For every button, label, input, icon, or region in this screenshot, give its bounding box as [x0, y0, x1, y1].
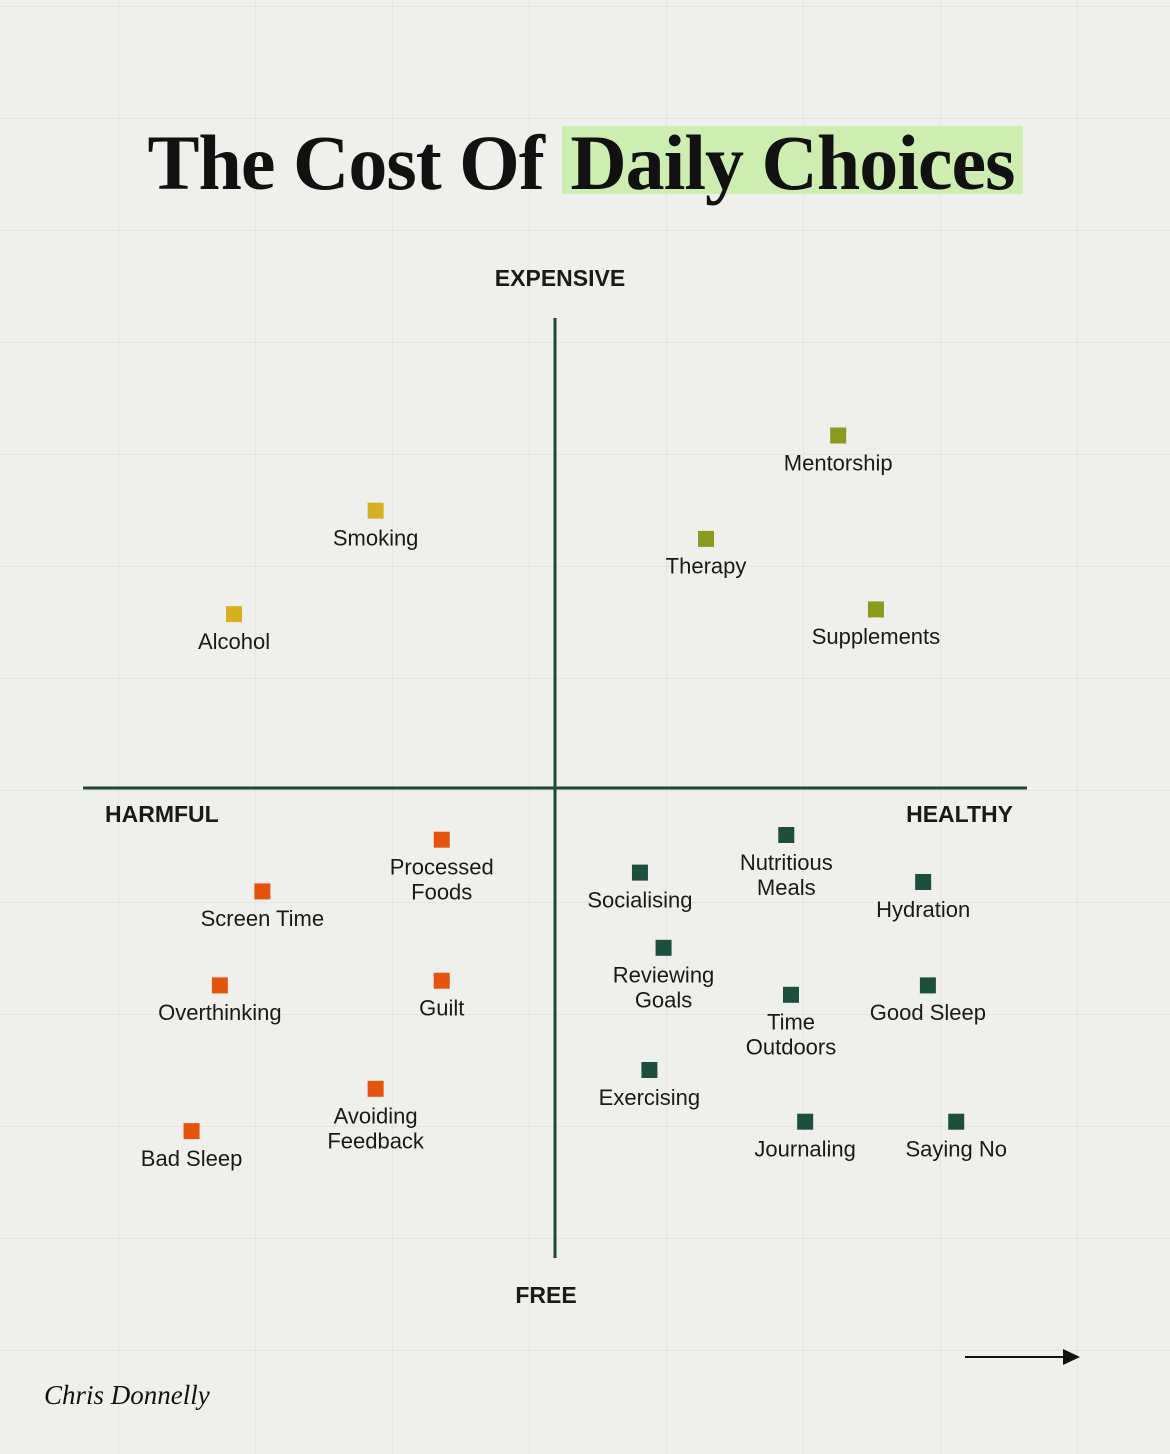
point-label: Goals: [635, 988, 692, 1013]
point-label: Bad Sleep: [141, 1146, 243, 1171]
y-label-top: EXPENSIVE: [495, 265, 625, 291]
point: [183, 1123, 200, 1140]
title-part: The Cost Of: [147, 119, 545, 206]
point: [641, 1062, 658, 1078]
point-label: Feedback: [327, 1129, 425, 1154]
point-label: Foods: [411, 880, 472, 905]
point: [433, 831, 450, 848]
x-label-left: HARMFUL: [105, 801, 219, 827]
point-label: Guilt: [419, 996, 464, 1021]
point: [867, 601, 884, 618]
point: [254, 883, 271, 900]
point-label: Mentorship: [784, 450, 893, 475]
point: [915, 874, 932, 890]
point-label: Hydration: [876, 897, 970, 922]
point: [367, 502, 384, 519]
point: [367, 1080, 384, 1097]
point-label: Avoiding: [334, 1104, 418, 1129]
point: [698, 530, 715, 547]
arrow-head: [1063, 1349, 1080, 1365]
point-label: Reviewing: [613, 963, 715, 988]
point-label: Supplements: [812, 624, 940, 649]
point-label: Processed: [390, 855, 494, 880]
author: Chris Donnelly: [44, 1380, 210, 1410]
y-label-bottom: FREE: [515, 1282, 576, 1308]
point-label: Outdoors: [746, 1035, 837, 1060]
point: [830, 427, 847, 444]
point: [783, 986, 799, 1003]
point-label: Screen Time: [201, 906, 325, 931]
point-label: Nutritious: [740, 850, 833, 875]
point: [631, 864, 648, 881]
point: [797, 1113, 814, 1130]
point-label: Meals: [757, 875, 816, 900]
point-label: Therapy: [666, 554, 747, 579]
point-label: Good Sleep: [870, 1000, 986, 1025]
point-label: Socialising: [587, 887, 692, 912]
point-label: Journaling: [754, 1137, 856, 1162]
title-highlight: Daily Choices: [562, 119, 1023, 206]
point: [226, 606, 243, 623]
point: [948, 1113, 965, 1130]
point-label: Saying No: [905, 1137, 1007, 1162]
point-label: Time: [767, 1010, 815, 1035]
point-label: Overthinking: [158, 1000, 282, 1025]
point-label: Exercising: [599, 1085, 700, 1110]
x-label-right: HEALTHY: [906, 801, 1013, 827]
point-label: Smoking: [333, 526, 419, 551]
point-label: Alcohol: [198, 629, 270, 654]
point: [433, 972, 450, 989]
point: [778, 827, 795, 843]
point: [655, 939, 672, 956]
point: [919, 977, 936, 994]
point: [211, 977, 228, 994]
chart-title: The Cost Of Daily Choices: [0, 118, 1170, 208]
